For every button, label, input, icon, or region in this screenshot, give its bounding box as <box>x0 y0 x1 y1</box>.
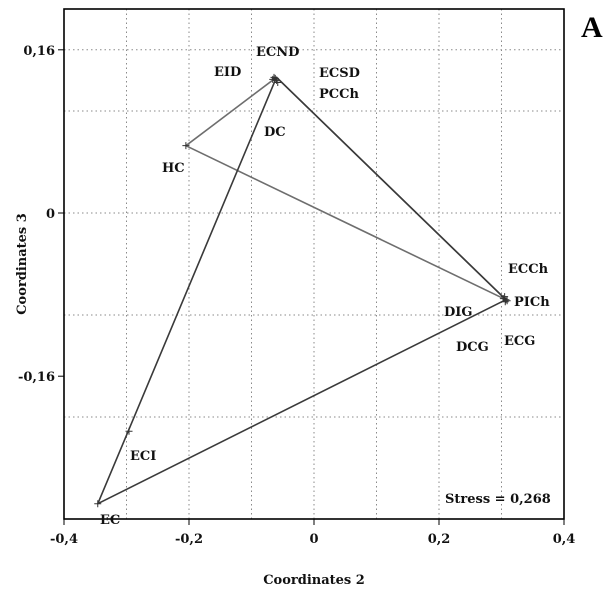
point-marker-dc <box>274 78 282 86</box>
point-marker-ecg <box>503 297 511 305</box>
panel-label: A <box>581 11 603 44</box>
point-label-pich: PICh <box>514 295 550 310</box>
hull-polygon-1 <box>97 76 507 505</box>
x-tick-label-3: 0,2 <box>428 532 451 547</box>
hull-polygon-0 <box>185 76 507 301</box>
convex-hulls <box>97 76 507 505</box>
point-label-eid: EID <box>214 65 241 80</box>
point-label-eci: ECI <box>130 449 156 464</box>
stress-annotation: Stress = 0,268 <box>445 492 551 507</box>
point-label-ec: EC <box>100 513 120 528</box>
y-tick-label-0: 0,16 <box>23 44 55 59</box>
axis-ticks: -0,4 -0,2 0 0,2 0,4 0,16 0 -0,16 <box>18 44 575 547</box>
x-tick-label-2: 0 <box>309 532 318 547</box>
x-tick-label-4: 0,4 <box>553 532 576 547</box>
point-label-ecsd: ECSD <box>319 66 360 81</box>
point-marker-hc <box>182 142 190 150</box>
x-tick-label-1: -0,2 <box>175 532 203 547</box>
point-label-hc: HC <box>162 161 185 176</box>
y-tick-label-2: -0,16 <box>18 370 55 385</box>
x-tick-label-0: -0,4 <box>50 532 78 547</box>
point-label-dig: DIG <box>444 305 472 320</box>
x-axis-label: Coordinates 2 <box>263 573 365 588</box>
point-label-ecg: ECG <box>504 334 535 349</box>
point-marker-ec <box>94 500 102 508</box>
y-axis-label: Coordinates 3 <box>15 213 30 315</box>
point-label-ecnd: ECND <box>256 45 299 60</box>
point-label-pcch: PCCh <box>319 87 359 102</box>
point-label-dcg: DCG <box>456 340 489 355</box>
point-markers <box>94 73 511 508</box>
grid-lines <box>64 9 564 519</box>
point-label-ecch: ECCh <box>508 262 549 277</box>
y-tick-label-1: 0 <box>46 207 55 222</box>
point-marker-eci <box>125 427 133 435</box>
point-label-dc: DC <box>264 125 286 140</box>
